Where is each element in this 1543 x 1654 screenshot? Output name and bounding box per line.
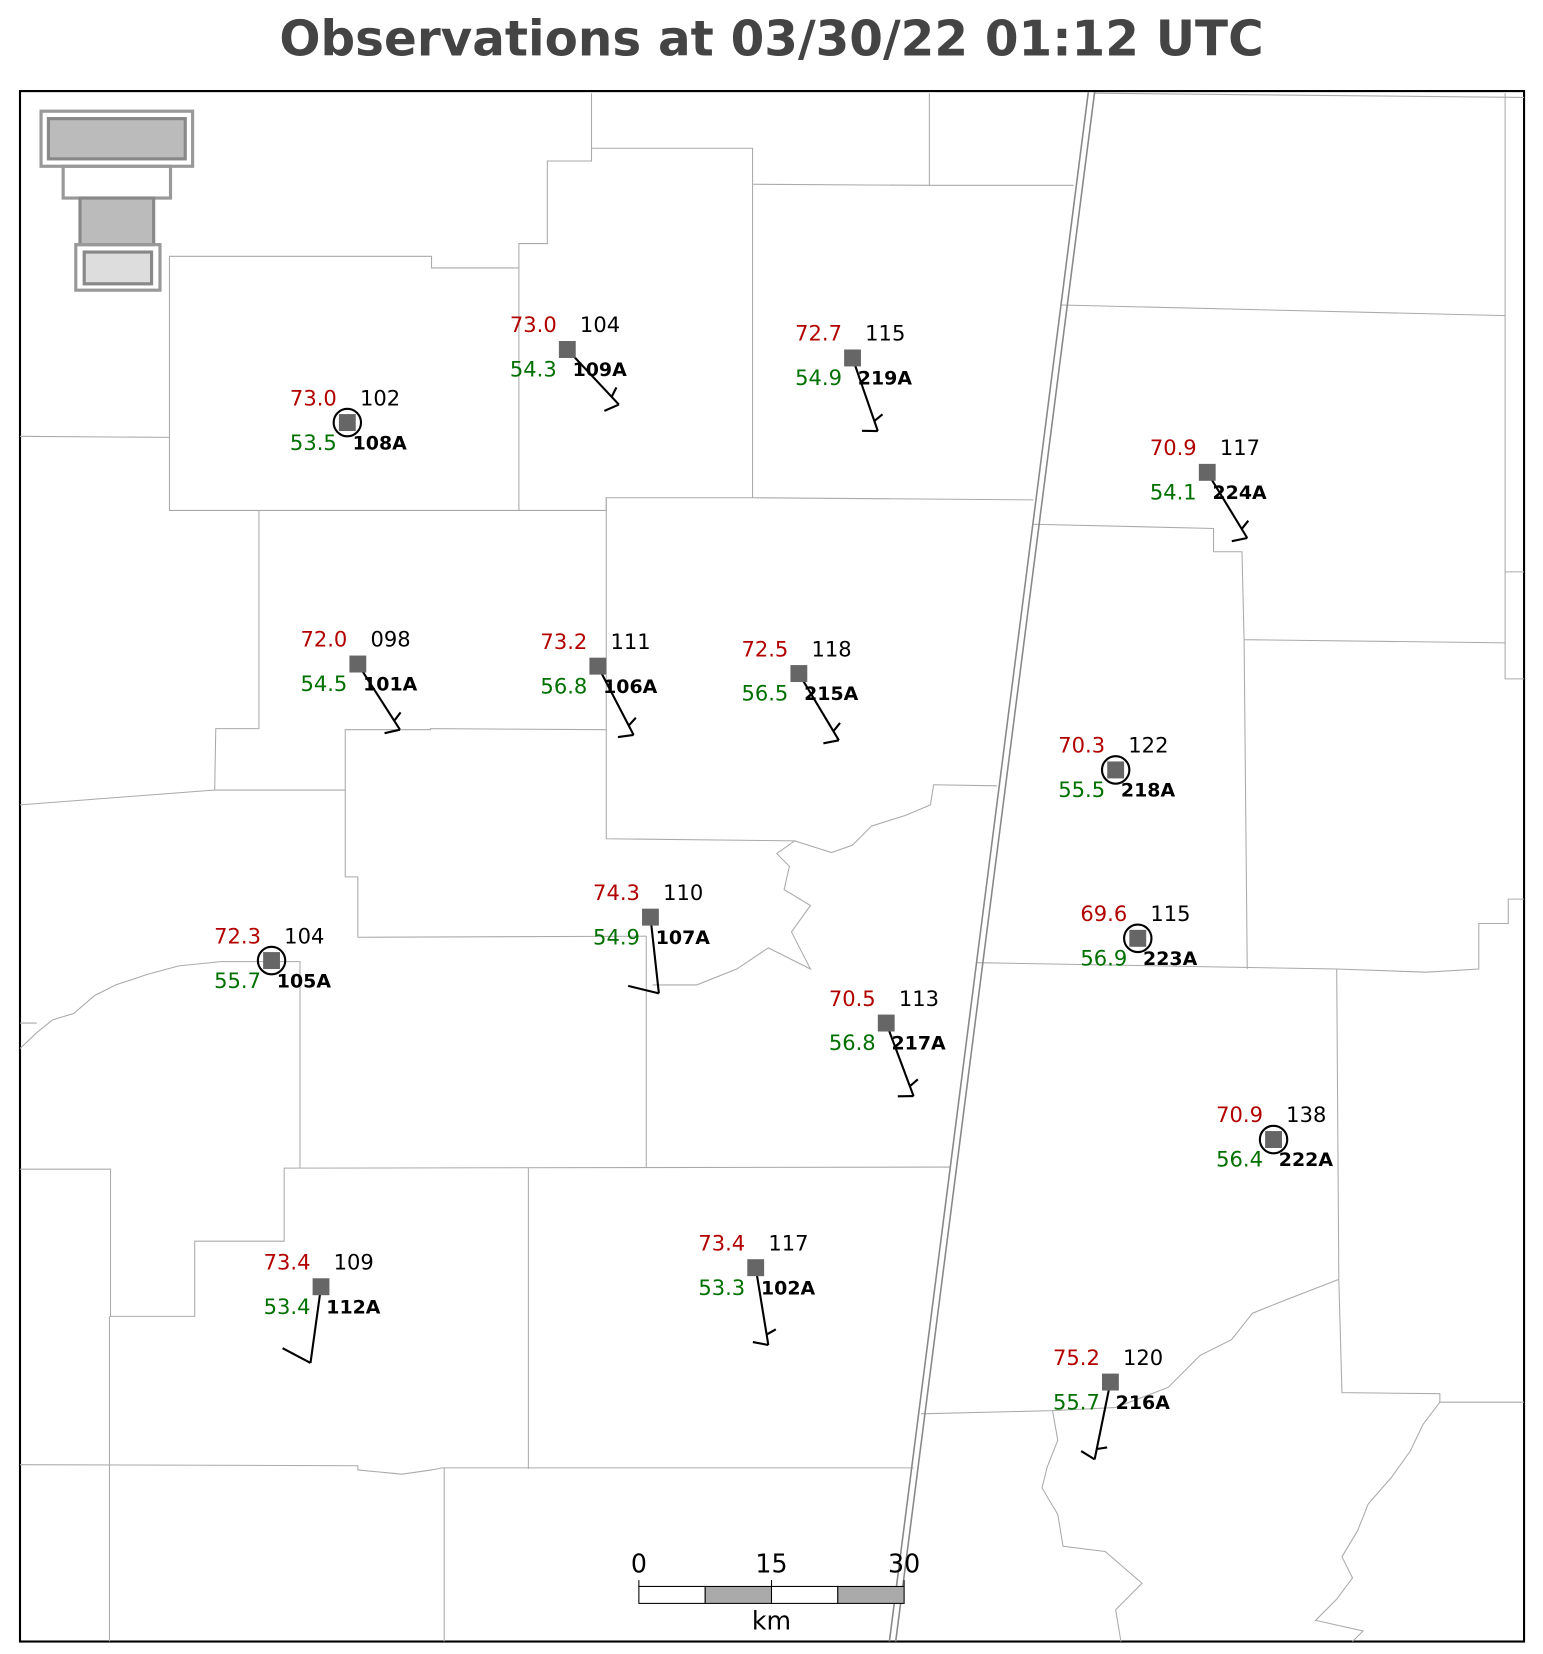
pressure: 118 bbox=[811, 636, 851, 661]
temperature: 70.3 bbox=[1058, 733, 1105, 758]
pressure: 115 bbox=[1150, 901, 1190, 926]
station-id: 223A bbox=[1143, 948, 1197, 970]
station-marker bbox=[349, 656, 366, 673]
station-id: 224A bbox=[1213, 482, 1267, 504]
temperature: 70.9 bbox=[1150, 435, 1197, 460]
pressure: 138 bbox=[1286, 1102, 1326, 1127]
scale-label: 0 bbox=[631, 1548, 647, 1578]
station-id: 217A bbox=[891, 1033, 945, 1055]
pressure: 110 bbox=[663, 880, 703, 905]
temperature: 72.3 bbox=[214, 923, 261, 948]
pressure: 098 bbox=[370, 627, 410, 652]
dewpoint: 56.4 bbox=[1216, 1147, 1263, 1172]
station-id: 222A bbox=[1279, 1149, 1333, 1171]
station-marker bbox=[844, 349, 861, 366]
scale-segment bbox=[772, 1586, 838, 1603]
station-id: 107A bbox=[656, 927, 710, 949]
dewpoint: 54.3 bbox=[510, 357, 557, 382]
temperature: 73.0 bbox=[510, 312, 557, 337]
station-id: 215A bbox=[804, 683, 858, 705]
dewpoint: 55.7 bbox=[214, 968, 261, 993]
pressure: 117 bbox=[1220, 435, 1260, 460]
station-id: 218A bbox=[1121, 780, 1175, 802]
station-id: 105A bbox=[277, 970, 331, 992]
scale-unit: km bbox=[752, 1605, 791, 1635]
station-id: 219A bbox=[858, 368, 912, 390]
station-id: 101A bbox=[363, 674, 417, 696]
pressure: 113 bbox=[899, 986, 939, 1011]
station-marker bbox=[1199, 464, 1216, 481]
pressure: 122 bbox=[1128, 733, 1168, 758]
dewpoint: 54.5 bbox=[300, 671, 347, 696]
station-marker bbox=[589, 658, 606, 675]
pressure: 115 bbox=[865, 321, 905, 346]
temperature: 74.3 bbox=[593, 880, 640, 905]
temperature: 69.6 bbox=[1080, 901, 1127, 926]
station-id: 106A bbox=[603, 676, 657, 698]
scale-segment bbox=[705, 1586, 771, 1603]
temperature: 73.4 bbox=[264, 1249, 311, 1274]
station-id: 109A bbox=[573, 359, 627, 381]
dewpoint: 54.1 bbox=[1150, 479, 1197, 504]
station-marker bbox=[642, 909, 659, 926]
station-marker bbox=[1265, 1131, 1282, 1148]
map-title: Observations at 03/30/22 01:12 UTC bbox=[279, 11, 1263, 67]
dewpoint: 56.5 bbox=[741, 681, 788, 706]
temperature: 72.5 bbox=[741, 636, 788, 661]
temperature: 72.7 bbox=[795, 321, 842, 346]
station-marker bbox=[559, 341, 576, 358]
temperature: 73.0 bbox=[290, 385, 337, 410]
scale-label: 30 bbox=[888, 1548, 920, 1578]
temperature: 70.5 bbox=[829, 986, 876, 1011]
dewpoint: 53.3 bbox=[698, 1275, 745, 1300]
station-marker bbox=[790, 665, 807, 682]
pressure: 120 bbox=[1123, 1345, 1163, 1370]
temperature: 73.2 bbox=[540, 629, 587, 654]
station-marker bbox=[263, 952, 280, 969]
pressure: 109 bbox=[334, 1249, 374, 1274]
dewpoint: 53.4 bbox=[264, 1294, 311, 1319]
station-marker bbox=[1102, 1374, 1119, 1391]
dewpoint: 53.5 bbox=[290, 430, 337, 455]
station-id: 108A bbox=[353, 432, 407, 454]
station-marker bbox=[878, 1015, 895, 1032]
dewpoint: 54.9 bbox=[593, 924, 640, 949]
station-marker bbox=[747, 1259, 764, 1276]
station-marker bbox=[339, 414, 356, 431]
pressure: 104 bbox=[284, 923, 324, 948]
dewpoint: 55.7 bbox=[1053, 1389, 1100, 1414]
station-marker bbox=[1107, 761, 1124, 778]
dewpoint: 54.9 bbox=[795, 365, 842, 390]
station-marker bbox=[313, 1278, 330, 1295]
map-frame bbox=[20, 91, 1524, 1641]
scale-label: 15 bbox=[755, 1548, 787, 1578]
pressure: 111 bbox=[610, 629, 650, 654]
station-id: 102A bbox=[761, 1277, 815, 1299]
station-id: 112A bbox=[326, 1296, 380, 1318]
scale-segment bbox=[639, 1586, 705, 1603]
station-id: 216A bbox=[1116, 1392, 1170, 1414]
dewpoint: 56.8 bbox=[540, 673, 587, 698]
pressure: 104 bbox=[580, 312, 620, 337]
temperature: 73.4 bbox=[698, 1230, 745, 1255]
temperature: 75.2 bbox=[1053, 1345, 1100, 1370]
scale-segment bbox=[838, 1586, 904, 1603]
temperature: 70.9 bbox=[1216, 1102, 1263, 1127]
dewpoint: 56.9 bbox=[1080, 945, 1127, 970]
pressure: 117 bbox=[768, 1230, 808, 1255]
station-marker bbox=[1129, 930, 1146, 947]
pressure: 102 bbox=[360, 385, 400, 410]
dewpoint: 55.5 bbox=[1058, 777, 1105, 802]
dewpoint: 56.8 bbox=[829, 1030, 876, 1055]
temperature: 72.0 bbox=[300, 627, 347, 652]
